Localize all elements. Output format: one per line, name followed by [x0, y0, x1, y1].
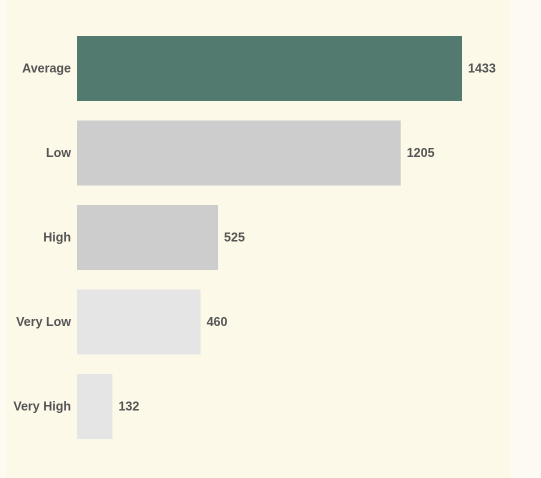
data-label-high: 525: [224, 231, 245, 245]
bar-average[interactable]: [77, 36, 462, 101]
bar-very-high[interactable]: [77, 374, 113, 439]
category-label-very-high: Very High: [13, 400, 71, 414]
bar-low[interactable]: [77, 120, 401, 186]
category-label-very-low: Very Low: [16, 315, 71, 329]
data-label-average: 1433: [468, 62, 496, 76]
category-label-high: High: [43, 231, 71, 245]
data-label-very-high: 132: [118, 400, 139, 414]
bar-very-low[interactable]: [77, 289, 201, 355]
category-label-low: Low: [46, 146, 71, 160]
category-label-average: Average: [22, 62, 71, 76]
data-label-low: 1205: [407, 146, 435, 160]
bar-high[interactable]: [77, 205, 219, 270]
data-label-very-low: 460: [207, 315, 228, 329]
